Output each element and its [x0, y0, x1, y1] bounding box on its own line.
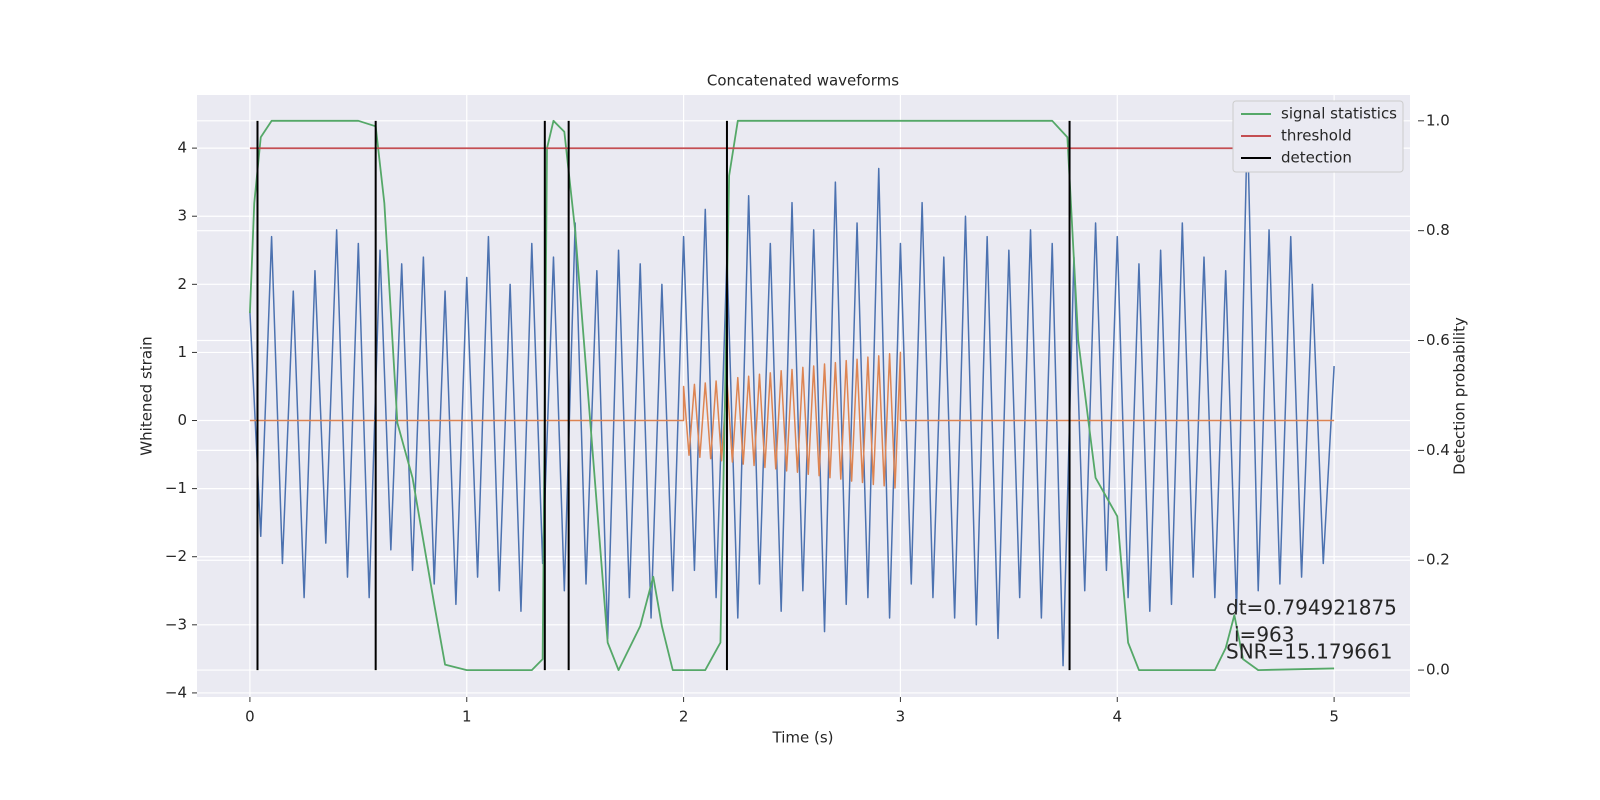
y-tick-label: −1	[165, 479, 187, 497]
y-tick-label: −3	[165, 615, 187, 633]
y2-tick-label: 0.0	[1426, 661, 1450, 679]
y-tick-label: −4	[165, 683, 187, 701]
annotation: dt=0.794921875	[1226, 596, 1397, 620]
legend-label: signal statistics	[1281, 105, 1397, 123]
x-tick-label: 2	[679, 708, 689, 726]
y-tick-label: 2	[177, 275, 187, 293]
y2-tick-label: 0.6	[1426, 331, 1450, 349]
y-tick-label: 3	[177, 207, 187, 225]
x-tick-label: 5	[1329, 708, 1339, 726]
y-tick-label: 1	[177, 343, 187, 361]
legend-label: threshold	[1281, 127, 1352, 145]
series-line	[249, 120, 1335, 667]
y2-tick-label: 0.8	[1426, 221, 1450, 239]
y-axis-label: Whitened strain	[138, 336, 156, 455]
series-line	[249, 119, 1335, 671]
y2-tick-label: 1.0	[1426, 111, 1450, 129]
legend-label: detection	[1281, 149, 1352, 167]
chart-title: Concatenated waveforms	[707, 72, 899, 90]
annotation: SNR=15.179661	[1226, 640, 1392, 664]
x-tick-label: 0	[245, 708, 255, 726]
x-axis-label: Time (s)	[772, 729, 834, 747]
x-tick-label: 4	[1112, 708, 1122, 726]
y-tick-label: 4	[177, 139, 187, 157]
marks	[249, 119, 1335, 671]
y2-axis-label: Detection probability	[1451, 317, 1469, 475]
y2-tick-label: 0.2	[1426, 551, 1450, 569]
y2-tick-label: 0.4	[1426, 441, 1450, 459]
y-tick-label: −2	[165, 547, 187, 565]
x-tick-label: 1	[462, 708, 472, 726]
x-tick-label: 3	[896, 708, 906, 726]
y-tick-label: 0	[177, 411, 187, 429]
series-line	[249, 351, 1335, 489]
annotation: i=963	[1234, 623, 1295, 647]
legend-box	[1232, 100, 1404, 173]
